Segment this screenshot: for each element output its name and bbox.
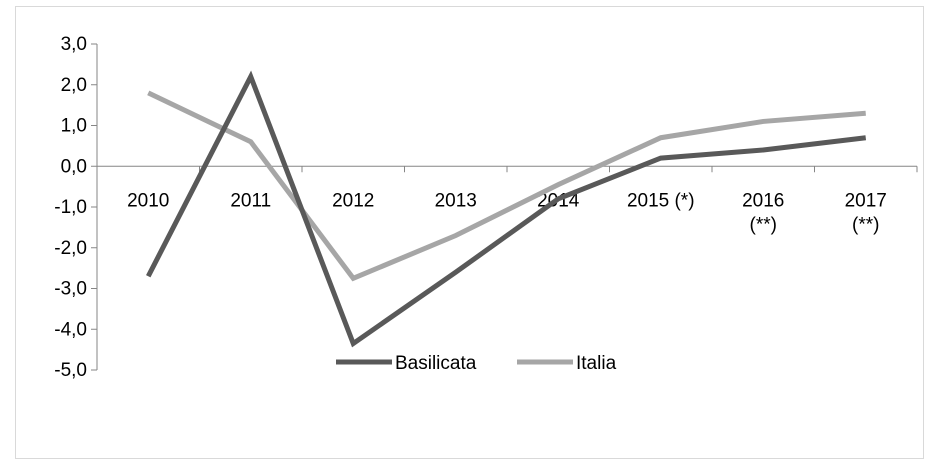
y-axis: 3,0 2,0 1,0 0,0 -1,0 -2,0 -3,0 -4,0 -5,0 <box>54 34 98 381</box>
y-tick-label: -4,0 <box>54 319 87 340</box>
x-axis: 2010 2011 2012 2013 2014 2015 (*) 2016(**)2017… <box>96 165 918 235</box>
x-tick-label: 2011 <box>230 190 271 211</box>
x-tick-label: 2012 <box>332 190 374 211</box>
chart-border <box>15 6 924 459</box>
series-lines <box>146 70 867 348</box>
x-tick-label: 2016 <box>742 190 784 211</box>
x-tick-label: 2015 (*) <box>627 190 695 211</box>
y-tick-label: 1,0 <box>61 116 87 137</box>
series-line-italia <box>147 90 866 282</box>
series-line-basilicata <box>146 70 867 348</box>
y-tick-label: 3,0 <box>61 34 87 55</box>
y-tick-label: 0,0 <box>61 156 87 177</box>
x-tick-label: 2013 <box>435 190 477 211</box>
x-tick-label: (**) <box>750 214 777 235</box>
y-tick-label: 2,0 <box>61 75 87 96</box>
x-tick-label: 2010 <box>127 190 169 211</box>
y-tick-label: -5,0 <box>54 360 87 381</box>
x-tick-label: 2017 <box>845 190 887 211</box>
x-tick-label: (**) <box>852 214 879 235</box>
legend-label-basilicata: Basilicata <box>395 353 477 374</box>
legend: Basilicata Italia <box>336 353 617 374</box>
legend-label-italia: Italia <box>576 353 617 374</box>
y-tick-label: -1,0 <box>54 197 87 218</box>
y-tick-label: -3,0 <box>54 279 87 300</box>
y-tick-label: -2,0 <box>54 238 87 259</box>
